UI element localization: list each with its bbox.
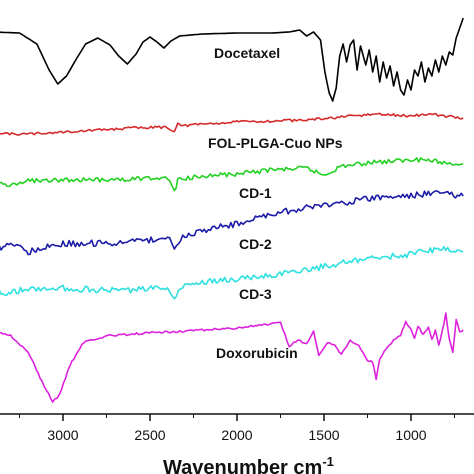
x-tick-label-3000: 3000 <box>47 427 78 443</box>
x-tick-label-2500: 2500 <box>134 427 165 443</box>
series-line-cd-2 <box>0 190 464 256</box>
series-line-doxorubicin <box>0 312 464 403</box>
series-line-cd-3 <box>0 245 464 300</box>
series-labels: Docetaxel FOL-PLGA-Cuo NPs CD-1 CD-2 CD-… <box>208 45 343 361</box>
series-label-cd-1: CD-1 <box>239 185 272 201</box>
x-tick-label-1500: 1500 <box>308 427 339 443</box>
series-label-docetaxel: Docetaxel <box>214 45 280 61</box>
series-label-cd-2: CD-2 <box>239 236 272 252</box>
series-line-fol-plga-cuo-nps <box>0 112 464 136</box>
series-layer <box>0 17 464 403</box>
x-axis-title-superscript: -1 <box>322 454 334 469</box>
x-tick-label-2000: 2000 <box>221 427 252 443</box>
series-label-cd-3: CD-3 <box>239 286 272 302</box>
x-tick-label-1000: 1000 <box>395 427 426 443</box>
series-label-doxorubicin: Doxorubicin <box>216 345 298 361</box>
series-line-cd-1 <box>0 157 464 192</box>
x-axis-title-text: Wavenumber cm <box>163 457 322 474</box>
series-line-docetaxel <box>0 17 464 102</box>
x-axis-ticks: 3000 2500 2000 1500 1000 <box>19 414 455 443</box>
series-label-fol-plga-cuo-nps: FOL-PLGA-Cuo NPs <box>208 135 343 151</box>
x-axis-title: Wavenumber cm-1 <box>163 454 334 474</box>
